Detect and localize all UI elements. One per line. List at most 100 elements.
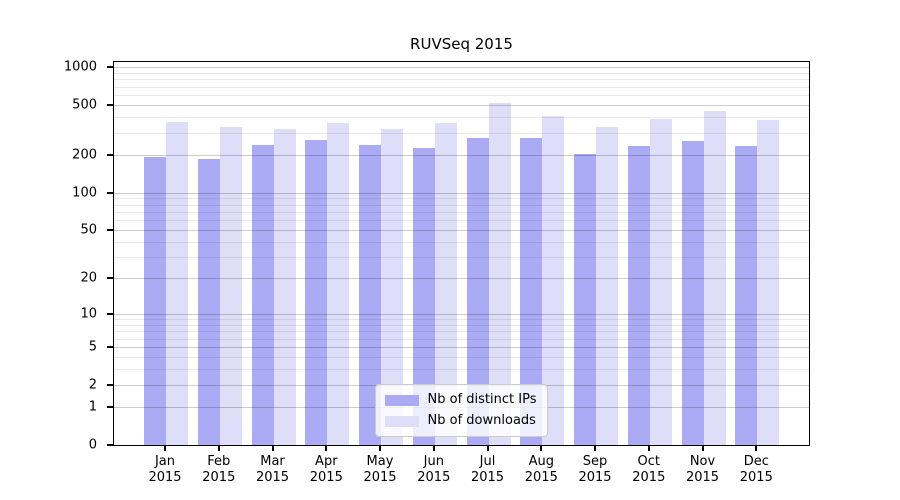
ytick-mark-0: [107, 444, 113, 446]
xtick-label-sep: Sep 2015: [578, 454, 612, 485]
xtick-mark-oct: [647, 446, 650, 451]
xtick-mark-mar: [271, 446, 274, 451]
bar-downloads-jan: [166, 121, 188, 445]
gridline-5: [114, 347, 809, 348]
gridline-minor-400: [114, 117, 809, 119]
gridline-100: [114, 192, 809, 194]
ytick-mark-1: [107, 406, 113, 409]
xtick-mark-dec: [755, 446, 758, 451]
gridline-minor-800: [114, 79, 809, 81]
bar-distinct-ips-may: [359, 145, 381, 445]
bar-distinct-ips-jan: [144, 156, 166, 445]
ytick-mark-50: [107, 228, 113, 231]
gridline-50: [114, 229, 809, 231]
gridline-minor-700: [114, 86, 809, 88]
ytick-label-100: 100: [72, 185, 97, 200]
xtick-label-oct: Oct 2015: [632, 454, 666, 485]
gridline-minor-9: [114, 319, 809, 320]
ytick-label-1000: 1000: [63, 59, 97, 75]
legend-item-distinct-ips: Nb of distinct IPs: [384, 392, 537, 408]
xtick-label-jun: Jun 2015: [417, 454, 451, 485]
xtick-label-dec: Dec 2015: [739, 454, 773, 485]
xtick-label-nov: Nov 2015: [685, 454, 720, 485]
legend-label-downloads: Nb of downloads: [427, 413, 536, 428]
gridline-minor-300: [114, 132, 809, 134]
ytick-mark-100: [107, 191, 113, 194]
gridline-minor-90: [114, 198, 809, 200]
bar-distinct-ips-jun: [412, 148, 435, 445]
ytick-mark-2: [107, 383, 113, 386]
gridline-200: [114, 154, 809, 156]
gridline-500: [114, 104, 809, 106]
gridline-minor-60: [114, 220, 809, 222]
ytick-label-500: 500: [72, 97, 97, 113]
gridline-minor-80: [114, 204, 809, 206]
bar-distinct-ips-aug: [520, 138, 543, 445]
chart-title: RUVSeq 2015: [410, 35, 513, 53]
xtick-mark-sep: [594, 446, 596, 451]
bar-downloads-apr: [327, 122, 350, 445]
bar-downloads-jun: [434, 122, 457, 445]
plot-area: Nb of distinct IPs Nb of downloads: [113, 61, 810, 446]
bar-downloads-nov: [703, 110, 726, 445]
gridline-minor-30: [114, 257, 809, 259]
ytick-label-20: 20: [80, 270, 97, 286]
xtick-label-jul: Jul 2015: [470, 454, 505, 485]
gridline-10: [114, 313, 809, 315]
xtick-label-jan: Jan 2015: [148, 454, 182, 485]
xtick-mark-aug: [540, 446, 543, 451]
gridline-minor-6: [114, 338, 809, 340]
bar-distinct-ips-feb: [197, 158, 220, 445]
bar-distinct-ips-mar: [251, 145, 274, 445]
xtick-mark-apr: [325, 446, 328, 451]
xtick-mark-jun: [432, 446, 435, 451]
xtick-label-feb: Feb 2015: [202, 454, 236, 485]
gridline-minor-70: [114, 211, 809, 213]
ytick-label-10: 10: [80, 306, 97, 322]
ytick-mark-5: [107, 346, 113, 348]
xtick-label-aug: Aug 2015: [524, 454, 558, 485]
gridline-minor-4: [114, 356, 809, 358]
y-axis: 1000 500 200 100 50 20 10 5 2 1 0: [0, 59, 113, 453]
bar-downloads-oct: [649, 119, 672, 445]
x-axis: Jan 2015 Feb 2015 Mar 2015 Apr 2015 May 2015…: [113, 446, 810, 500]
legend-item-downloads: Nb of downloads: [384, 413, 537, 429]
gridline-minor-7: [114, 331, 809, 333]
ytick-label-5: 5: [88, 339, 97, 355]
gridline-1000: [114, 67, 809, 68]
xtick-mark-jul: [486, 446, 489, 451]
ytick-mark-10: [107, 312, 113, 315]
ytick-mark-20: [107, 277, 113, 280]
gridline-minor-900: [114, 72, 809, 74]
xtick-mark-jan: [164, 446, 166, 451]
ytick-label-2: 2: [88, 377, 97, 393]
ytick-label-0: 0: [88, 437, 97, 453]
legend-swatch-distinct-ips: [384, 394, 419, 406]
gridline-minor-3: [114, 369, 809, 371]
xtick-mark-feb: [217, 446, 220, 451]
gridline-minor-8: [114, 324, 809, 326]
bar-downloads-dec: [757, 119, 780, 445]
xtick-label-mar: Mar 2015: [255, 454, 290, 485]
ytick-mark-1000: [107, 66, 113, 68]
gridline-minor-40: [114, 241, 809, 243]
bar-downloads-jul: [488, 102, 511, 445]
xtick-mark-nov: [701, 446, 704, 451]
bar-distinct-ips-jul: [466, 138, 489, 445]
legend-swatch-downloads: [384, 415, 419, 427]
bar-downloads-may: [381, 129, 403, 445]
bar-distinct-ips-nov: [681, 141, 704, 445]
gridline-20: [114, 278, 809, 280]
bar-distinct-ips-sep: [574, 153, 596, 445]
legend-label-distinct-ips: Nb of distinct IPs: [427, 392, 537, 407]
ytick-mark-200: [107, 153, 113, 156]
bar-downloads-sep: [596, 126, 618, 445]
ytick-mark-500: [107, 103, 113, 106]
ytick-label-200: 200: [72, 147, 97, 163]
bar-downloads-feb: [219, 126, 242, 445]
legend: Nb of distinct IPs Nb of downloads: [374, 384, 549, 437]
xtick-mark-may: [379, 446, 381, 451]
xtick-label-apr: Apr 2015: [309, 454, 343, 485]
bar-downloads-mar: [273, 128, 296, 445]
